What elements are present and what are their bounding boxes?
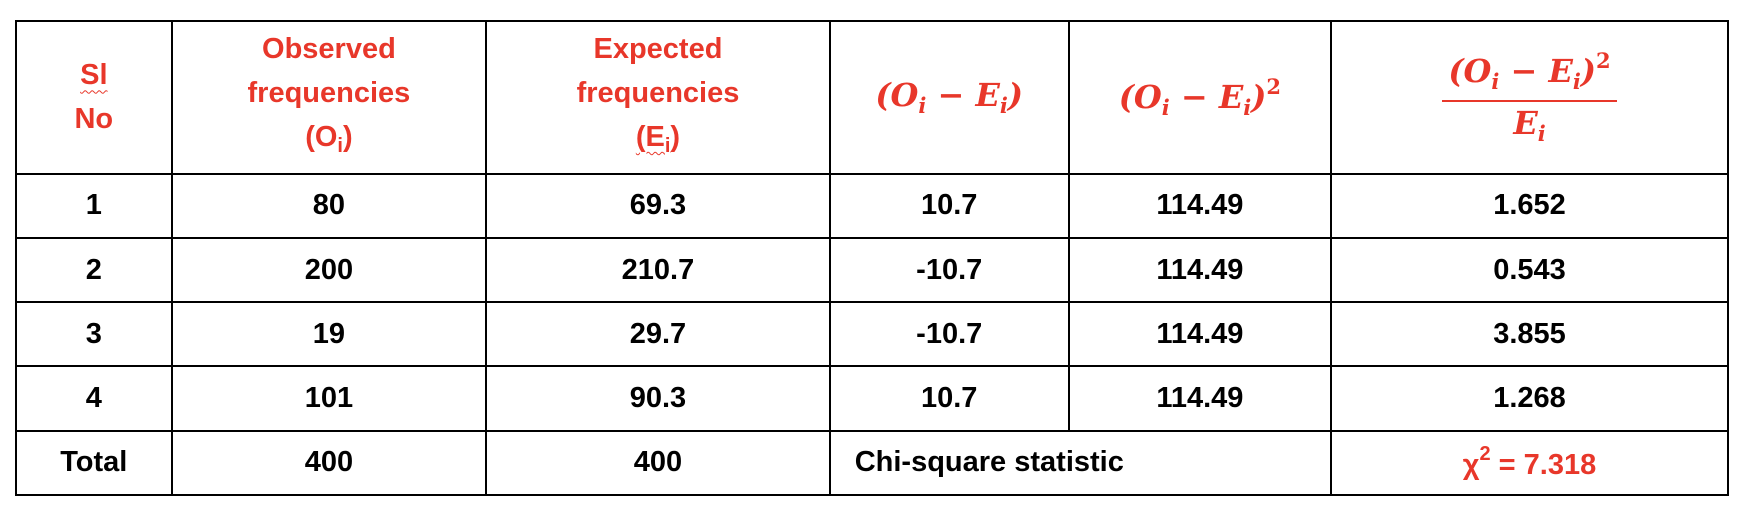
table-row: 4 101 90.3 10.7 114.49 1.268: [15, 365, 1729, 432]
chi-square-statistic-label: Chi-square statistic: [828, 429, 1333, 497]
total-expected: 400: [485, 429, 831, 497]
cell-sl: 2: [15, 236, 173, 304]
cell-expected: 29.7: [485, 301, 831, 368]
header-sl-label: Sl: [80, 59, 108, 92]
cell-difference-squared: 114.49: [1067, 172, 1333, 239]
table-row: 1 80 69.3 10.7 114.49 1.652: [15, 172, 1729, 239]
header-observed-line2: frequencies: [247, 76, 411, 109]
header-sl-no: Sl No: [15, 20, 173, 175]
header-expected-symbol: (Ei): [635, 120, 681, 157]
cell-observed: 101: [170, 365, 488, 432]
ratio-fraction: (Oi − Ei)2 Ei: [1442, 48, 1617, 146]
cell-sl: 3: [15, 301, 173, 368]
header-observed-line1: Observed: [262, 32, 396, 65]
cell-observed: 200: [170, 236, 488, 304]
chi-square-table: Sl No Observed frequencies (Oi) Expected…: [15, 20, 1729, 497]
cell-expected: 210.7: [485, 236, 831, 304]
cell-ratio: 3.855: [1330, 301, 1729, 368]
header-ratio: (Oi − Ei)2 Ei: [1330, 20, 1729, 175]
chi-exponent: 2: [1479, 443, 1491, 466]
cell-ratio: 1.652: [1330, 172, 1729, 239]
header-no-label: No: [74, 103, 114, 136]
header-expected-line1: Expected: [593, 32, 723, 65]
cell-ratio: 1.268: [1330, 365, 1729, 432]
cell-difference: -10.7: [828, 236, 1070, 304]
cell-difference: 10.7: [828, 365, 1070, 432]
table-row: 2 200 210.7 -10.7 114.49 0.543: [15, 236, 1729, 304]
cell-expected: 69.3: [485, 172, 831, 239]
header-observed-symbol: (Oi): [305, 120, 353, 157]
header-difference-squared: (Oi − Ei)2: [1067, 20, 1333, 175]
total-row: Total 400 400 Chi-square statistic χ2 = …: [15, 429, 1729, 497]
header-difference: (Oi − Ei): [828, 20, 1070, 175]
header-row: Sl No Observed frequencies (Oi) Expected…: [15, 20, 1729, 175]
total-label: Total: [15, 429, 173, 497]
cell-sl: 1: [15, 172, 173, 239]
cell-expected: 90.3: [485, 365, 831, 432]
cell-sl: 4: [15, 365, 173, 432]
header-expected: Expected frequencies (Ei): [485, 20, 831, 175]
total-observed: 400: [170, 429, 488, 497]
header-expected-line2: frequencies: [576, 76, 740, 109]
cell-difference-squared: 114.49: [1067, 301, 1333, 368]
cell-difference-squared: 114.49: [1067, 236, 1333, 304]
cell-difference: 10.7: [828, 172, 1070, 239]
cell-observed: 80: [170, 172, 488, 239]
chi-value: = 7.318: [1490, 449, 1597, 482]
cell-observed: 19: [170, 301, 488, 368]
header-observed: Observed frequencies (Oi): [170, 20, 488, 175]
chi-symbol: χ: [1462, 449, 1480, 482]
cell-ratio: 0.543: [1330, 236, 1729, 304]
table-row: 3 19 29.7 -10.7 114.49 3.855: [15, 301, 1729, 368]
chi-square-value: χ2 = 7.318: [1330, 429, 1729, 497]
cell-difference-squared: 114.49: [1067, 365, 1333, 432]
cell-difference: -10.7: [828, 301, 1070, 368]
